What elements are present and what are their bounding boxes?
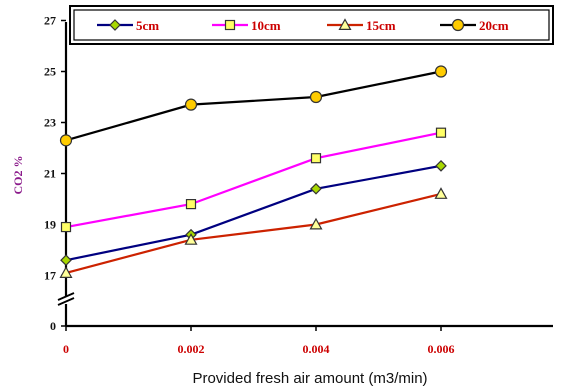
legend-item-10cm: 10cm: [212, 18, 281, 33]
data-point-15cm: [59, 266, 73, 278]
data-point-20cm: [184, 98, 198, 111]
series-5cm: [60, 160, 447, 267]
data-point-15cm: [184, 233, 198, 245]
y-tick-label: 0: [50, 319, 56, 333]
y-tick-label: 23: [44, 116, 56, 130]
legend-marker-15cm: [338, 18, 352, 30]
legend-marker-10cm: [224, 19, 236, 31]
y-axis-break-mark: [57, 297, 75, 306]
legend-item-20cm: 20cm: [440, 18, 509, 33]
data-point-15cm: [434, 187, 448, 199]
series-line-10cm: [65, 131, 442, 229]
legend-item-5cm: 5cm: [97, 18, 159, 33]
y-tick-label: 17: [44, 269, 56, 283]
series-15cm: [59, 187, 448, 278]
data-point-20cm: [309, 90, 323, 104]
legend-item-15cm: 15cm: [327, 18, 396, 33]
y-ticks: 0 17 19 21 23 25 27: [44, 14, 66, 333]
data-point-20cm: [434, 65, 448, 78]
legend-label-15cm: 15cm: [366, 18, 396, 33]
legend-marker-5cm: [109, 19, 121, 31]
x-tick-label: 0.002: [178, 342, 205, 356]
data-point-5cm: [435, 160, 447, 172]
series-line-15cm: [65, 192, 442, 275]
series-10cm: [60, 127, 447, 233]
legend-marker-20cm: [451, 18, 465, 32]
legend-label-10cm: 10cm: [251, 18, 281, 33]
x-tick-label: 0: [63, 342, 69, 356]
y-tick-label: 25: [44, 65, 56, 79]
y-tick-label: 27: [44, 14, 56, 28]
y-axis-break-gap: [58, 296, 74, 304]
y-tick-label: 19: [44, 218, 56, 232]
legend-label-20cm: 20cm: [479, 18, 509, 33]
x-ticks: 0 0.002 0.004 0.006: [63, 326, 455, 356]
y-axis-break-mark: [57, 292, 75, 301]
series-line-20cm: [65, 70, 442, 142]
data-point-15cm: [309, 217, 323, 230]
data-point-10cm: [60, 221, 72, 233]
y-tick-label: 21: [44, 167, 56, 181]
legend: 5cm 10cm 15cm 20cm: [69, 5, 554, 45]
legend-label-5cm: 5cm: [136, 18, 159, 33]
data-point-10cm: [185, 199, 197, 210]
data-point-20cm: [59, 134, 73, 147]
y-axis-label: CO2 %: [11, 156, 25, 195]
y-axis-break: [57, 292, 75, 306]
data-point-10cm: [310, 153, 322, 164]
data-point-5cm: [310, 182, 322, 195]
legend-frame-inner: [73, 9, 550, 41]
data-point-10cm: [435, 127, 447, 138]
x-tick-label: 0.006: [428, 342, 455, 356]
axes: [57, 22, 553, 328]
data-point-5cm: [60, 254, 72, 267]
series-20cm: [59, 65, 448, 147]
x-tick-label: 0.004: [303, 342, 330, 356]
series: [59, 65, 448, 278]
series-line-5cm: [65, 164, 442, 262]
x-axis-label: Provided fresh air amount (m3/min): [192, 370, 427, 387]
